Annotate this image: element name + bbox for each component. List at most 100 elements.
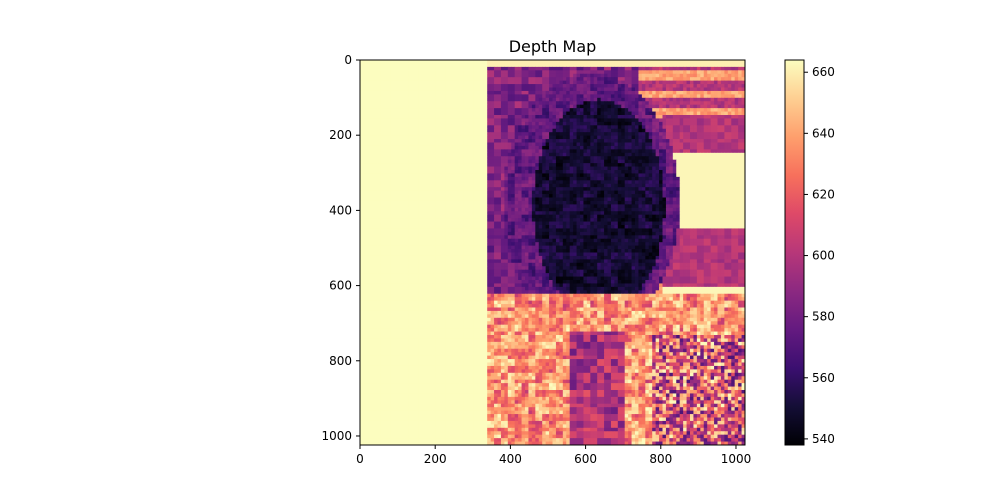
heatmap-cell — [373, 149, 378, 154]
heatmap-cell — [614, 60, 619, 64]
heatmap-cell — [686, 204, 691, 209]
heatmap-cell — [580, 135, 584, 140]
heatmap-cell — [597, 90, 602, 95]
heatmap-cell — [363, 183, 368, 188]
heatmap-cell — [470, 166, 474, 171]
heatmap-cell — [525, 176, 529, 181]
heatmap-cell — [741, 145, 745, 150]
heatmap-cell — [648, 207, 653, 212]
heatmap-cell — [614, 125, 619, 130]
heatmap-cell — [707, 84, 712, 88]
heatmap-cell — [415, 176, 419, 181]
heatmap-cell — [507, 111, 512, 116]
heatmap-cell — [538, 94, 543, 99]
heatmap-cell — [731, 173, 736, 178]
heatmap-cell — [641, 163, 646, 167]
heatmap-cell — [628, 90, 632, 95]
heatmap-cell — [387, 118, 392, 123]
heatmap-cell — [631, 108, 636, 112]
heatmap-cell — [693, 145, 698, 150]
heatmap-cell — [559, 197, 564, 202]
heatmap-cell — [411, 70, 416, 75]
heatmap-cell — [576, 115, 581, 119]
heatmap-cell — [545, 139, 550, 143]
heatmap-cell — [703, 197, 708, 202]
heatmap-cell — [665, 159, 670, 164]
heatmap-cell — [428, 66, 433, 71]
heatmap-cell — [631, 163, 636, 167]
heatmap-cell — [638, 183, 643, 188]
heatmap-cell — [525, 87, 529, 92]
heatmap-cell — [387, 104, 392, 109]
heatmap-cell — [738, 139, 742, 143]
heatmap-cell — [662, 200, 667, 205]
heatmap-cell — [604, 197, 608, 202]
heatmap-cell — [535, 145, 540, 150]
heatmap-cell — [521, 101, 526, 106]
heatmap-cell — [607, 207, 612, 212]
heatmap-cell — [669, 176, 674, 181]
heatmap-cell — [628, 197, 632, 202]
heatmap-cell — [635, 108, 639, 112]
heatmap-cell — [569, 152, 574, 157]
heatmap-cell — [538, 156, 543, 161]
heatmap-cell — [504, 80, 509, 85]
heatmap-cell — [590, 211, 595, 216]
heatmap-cell — [621, 166, 626, 171]
heatmap-cell — [363, 163, 368, 167]
heatmap-cell — [652, 170, 657, 174]
heatmap-cell — [624, 77, 629, 82]
heatmap-cell — [696, 94, 701, 99]
heatmap-cell — [659, 115, 663, 119]
heatmap-cell — [459, 115, 464, 119]
heatmap-cell — [363, 80, 368, 85]
heatmap-cell — [659, 180, 663, 185]
heatmap-cell — [425, 152, 430, 157]
heatmap-cell — [665, 70, 670, 75]
heatmap-cell — [617, 152, 622, 157]
heatmap-cell — [380, 90, 385, 95]
heatmap-cell — [555, 108, 560, 112]
heatmap-cell — [384, 63, 388, 68]
heatmap-cell — [449, 173, 454, 178]
heatmap-cell — [738, 118, 742, 123]
heatmap-cell — [624, 84, 629, 88]
heatmap-cell — [734, 87, 739, 92]
heatmap-cell — [521, 183, 526, 188]
heatmap-cell — [531, 80, 536, 85]
heatmap-cell — [487, 183, 492, 188]
heatmap-cell — [445, 197, 450, 202]
heatmap-cell — [562, 118, 567, 123]
heatmap-cell — [621, 183, 626, 188]
heatmap-cell — [738, 163, 742, 167]
heatmap-cell — [610, 200, 615, 205]
heatmap-cell — [641, 90, 646, 95]
heatmap-cell — [614, 163, 619, 167]
heatmap-cell — [390, 163, 395, 167]
heatmap-cell — [624, 128, 629, 133]
heatmap-cell — [714, 94, 718, 99]
heatmap-cell — [490, 166, 495, 171]
heatmap-cell — [418, 200, 423, 205]
heatmap-cell — [363, 197, 368, 202]
heatmap-cell — [662, 87, 667, 92]
heatmap-cell — [538, 204, 543, 209]
heatmap-cell — [638, 132, 643, 137]
heatmap-cell — [514, 163, 519, 167]
heatmap-cell — [607, 176, 612, 181]
heatmap-cell — [672, 180, 677, 185]
heatmap-cell — [693, 207, 698, 212]
heatmap-cell — [628, 176, 632, 181]
heatmap-cell — [432, 73, 437, 78]
heatmap-cell — [511, 145, 516, 150]
heatmap-cell — [628, 204, 632, 209]
heatmap-cell — [659, 170, 663, 174]
heatmap-cell — [480, 145, 485, 150]
heatmap-cell — [700, 125, 705, 130]
heatmap-cell — [449, 135, 454, 140]
heatmap-cell — [645, 170, 650, 174]
heatmap-cell — [549, 152, 553, 157]
heatmap-cell — [525, 73, 529, 78]
heatmap-cell — [669, 173, 674, 178]
heatmap-cell — [456, 139, 461, 143]
